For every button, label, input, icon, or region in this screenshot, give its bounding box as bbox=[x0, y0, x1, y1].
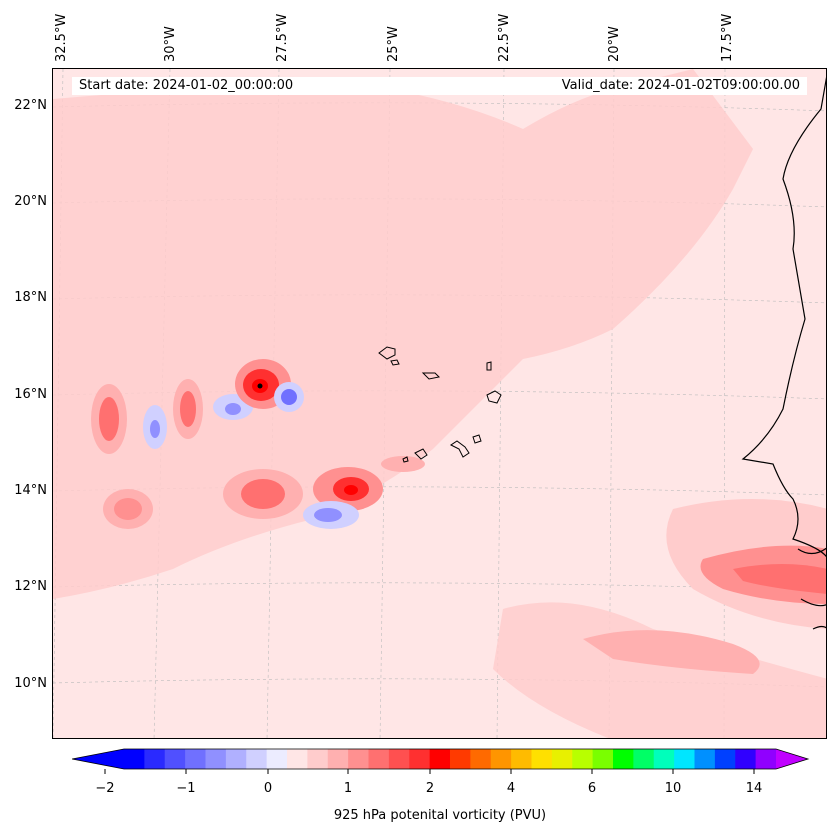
colorbar-tick-label: 1 bbox=[343, 781, 353, 796]
colorbar-segment bbox=[633, 749, 655, 769]
colorbar-segment bbox=[592, 749, 614, 769]
colorbar-over-arrow bbox=[776, 749, 808, 769]
colorbar-segment bbox=[368, 749, 390, 769]
map-panel[interactable] bbox=[52, 68, 827, 739]
colorbar-segment bbox=[531, 749, 553, 769]
info-bar bbox=[72, 77, 807, 95]
lat-label-18n: 18°N bbox=[14, 290, 47, 305]
colorbar-segment bbox=[164, 749, 186, 769]
colorbar-segment bbox=[388, 749, 410, 769]
colorbar-segment bbox=[653, 749, 675, 769]
colorbar-segment bbox=[735, 749, 757, 769]
lon-label-20w: 20°W bbox=[607, 26, 622, 62]
colorbar-segment bbox=[551, 749, 573, 769]
colorbar-tick-label: 10 bbox=[664, 781, 682, 796]
lat-label-12n: 12°N bbox=[14, 579, 47, 594]
colorbar-segment bbox=[266, 749, 288, 769]
lon-label-32-5w: 32.5°W bbox=[54, 13, 69, 62]
lat-label-16n: 16°N bbox=[14, 387, 47, 402]
pv-contour-lower-right-inner bbox=[583, 630, 760, 674]
colorbar-tick-label: 0 bbox=[263, 781, 273, 796]
lon-label-30w: 30°W bbox=[163, 26, 178, 62]
colorbar-tick-label: 4 bbox=[506, 781, 516, 796]
coastline bbox=[741, 76, 826, 630]
pv-contour-broad bbox=[53, 69, 753, 599]
colorbar-segment bbox=[429, 749, 451, 769]
pv-field-map bbox=[53, 69, 826, 738]
lat-label-10n: 10°N bbox=[14, 676, 47, 691]
colorbar-segment bbox=[327, 749, 349, 769]
colorbar-segment bbox=[409, 749, 431, 769]
colorbar-segment bbox=[144, 749, 166, 769]
colorbar-tick-label: 2 bbox=[425, 781, 435, 796]
colorbar-segment bbox=[450, 749, 471, 769]
colorbar-segment bbox=[205, 749, 227, 769]
valid-date-label: Valid_date: 2024-01-02T09:00:00.00 bbox=[561, 78, 800, 93]
colorbar-segment bbox=[307, 749, 329, 769]
pv-contour-lower-right bbox=[493, 602, 826, 738]
lon-label-27-5w: 27.5°W bbox=[275, 13, 290, 62]
pv-max-7 bbox=[381, 456, 425, 472]
colorbar-segment bbox=[348, 749, 369, 769]
colorbar-segment bbox=[714, 749, 736, 769]
colorbar-tick-label: −2 bbox=[95, 781, 115, 796]
lat-label-14n: 14°N bbox=[14, 483, 47, 498]
colorbar-segment bbox=[572, 749, 594, 769]
colorbar-tick-label: 6 bbox=[587, 781, 597, 796]
colorbar-title: 925 hPa potenital vorticity (PVU) bbox=[333, 808, 547, 823]
colorbar-segment bbox=[755, 749, 777, 769]
colorbar-tick-label: 14 bbox=[745, 781, 763, 796]
colorbar-tick-label: −1 bbox=[176, 781, 196, 796]
colorbar-segment bbox=[490, 749, 512, 769]
lon-label-25w: 25°W bbox=[386, 26, 401, 62]
lon-label-22-5w: 22.5°W bbox=[497, 13, 512, 62]
colorbar bbox=[72, 748, 810, 774]
colorbar-segment bbox=[613, 749, 634, 769]
cape-verde-islands bbox=[378, 346, 502, 463]
colorbar-segment bbox=[185, 749, 206, 769]
colorbar-outline bbox=[72, 748, 810, 770]
colorbar-segment bbox=[674, 749, 695, 769]
colorbar-segment bbox=[246, 749, 268, 769]
colorbar-segment bbox=[470, 749, 492, 769]
colorbar-segment bbox=[124, 749, 145, 769]
colorbar-under-arrow bbox=[72, 749, 124, 769]
lat-label-20n: 20°N bbox=[14, 194, 47, 209]
colorbar-segment bbox=[511, 749, 532, 769]
start-date-label: Start date: 2024-01-02_00:00:00 bbox=[79, 78, 294, 93]
colorbar-segment bbox=[694, 749, 716, 769]
pv-contour-east-core bbox=[733, 564, 826, 594]
lat-label-22n: 22°N bbox=[14, 98, 47, 113]
colorbar-segment bbox=[225, 749, 247, 769]
lon-label-17-5w: 17.5°W bbox=[720, 13, 735, 62]
colorbar-segment bbox=[287, 749, 308, 769]
